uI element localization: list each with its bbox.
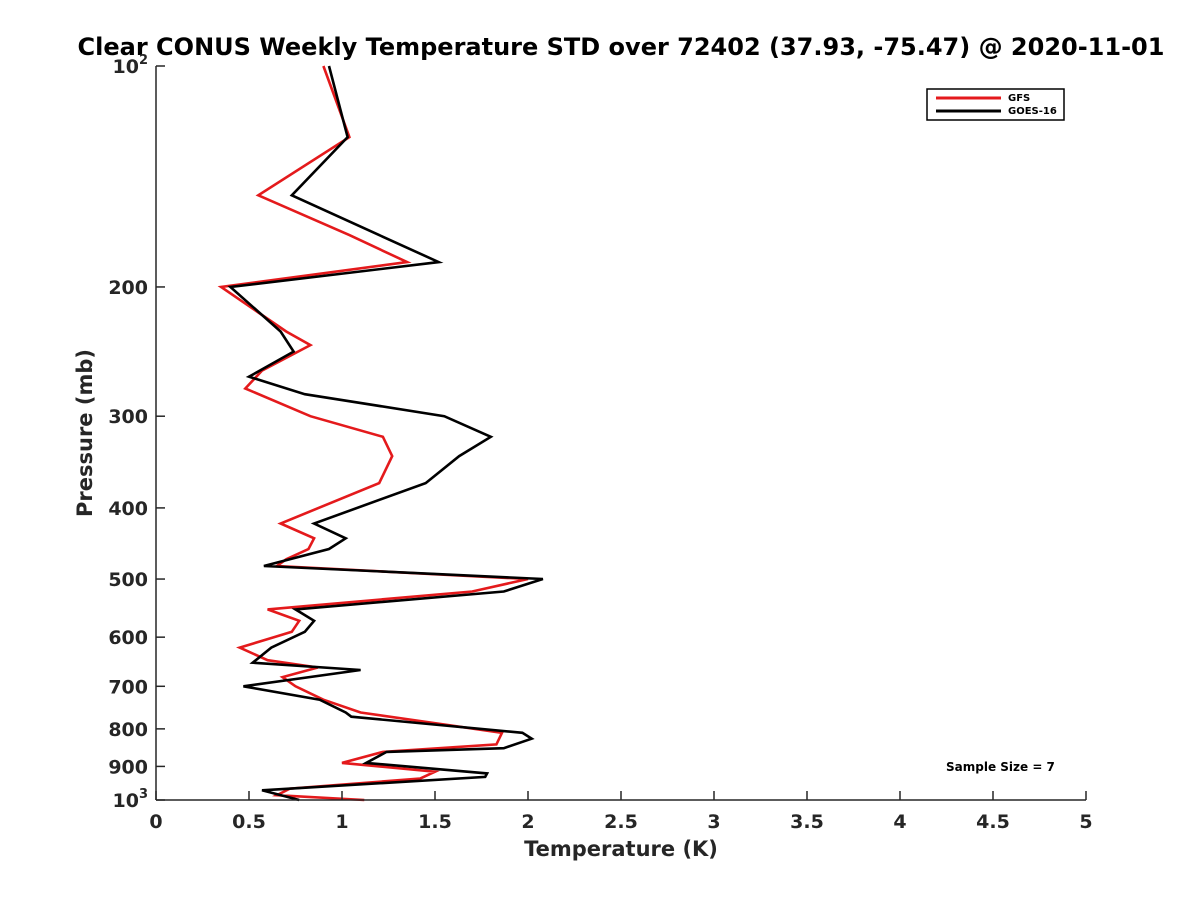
x-tick-label: 5 bbox=[1079, 811, 1092, 833]
y-ticks: 102 200 300 400 500 600 700 800 900 103 bbox=[108, 53, 165, 812]
x-tick-label: 3 bbox=[707, 811, 720, 833]
axes bbox=[155, 66, 1086, 801]
x-tick-label: 0 bbox=[149, 811, 162, 833]
series-layer bbox=[217, 65, 544, 802]
y-axis-label: Pressure (mb) bbox=[73, 349, 97, 517]
x-tick-label: 0.5 bbox=[232, 811, 266, 833]
y-tick-label: 600 bbox=[108, 627, 148, 649]
y-tick-label: 900 bbox=[108, 756, 148, 778]
x-tick-label: 2 bbox=[521, 811, 534, 833]
x-tick-label: 3.5 bbox=[790, 811, 824, 833]
y-tick-label: 102 bbox=[113, 53, 149, 78]
x-axis-label: Temperature (K) bbox=[524, 837, 718, 861]
y-tick-label: 800 bbox=[108, 719, 148, 741]
chart-title: Clear CONUS Weekly Temperature STD over … bbox=[78, 33, 1165, 61]
x-tick-label: 1 bbox=[335, 811, 348, 833]
legend: GFS GOES-16 bbox=[926, 88, 1065, 121]
y-tick-label: 400 bbox=[108, 498, 148, 520]
y-tick-label: 200 bbox=[108, 277, 148, 299]
y-tick-label: 500 bbox=[108, 569, 148, 591]
x-tick-label: 1.5 bbox=[418, 811, 452, 833]
y-tick-label: 300 bbox=[108, 406, 148, 428]
sample-size-annotation: Sample Size = 7 bbox=[946, 760, 1055, 774]
x-ticks: 0 0.5 1 1.5 2 2.5 3 3.5 4 4.5 5 bbox=[149, 791, 1093, 833]
series-line-goes16 bbox=[227, 65, 544, 802]
legend-box bbox=[926, 88, 1065, 121]
legend-label-gfs: GFS bbox=[1008, 93, 1030, 104]
x-tick-label: 2.5 bbox=[604, 811, 638, 833]
x-tick-label: 4 bbox=[893, 811, 906, 833]
x-tick-label: 4.5 bbox=[976, 811, 1010, 833]
series-line-gfs bbox=[217, 65, 529, 802]
y-tick-label: 103 bbox=[113, 787, 149, 812]
y-tick-label: 700 bbox=[108, 676, 148, 698]
legend-label-goes16: GOES-16 bbox=[1008, 106, 1057, 117]
